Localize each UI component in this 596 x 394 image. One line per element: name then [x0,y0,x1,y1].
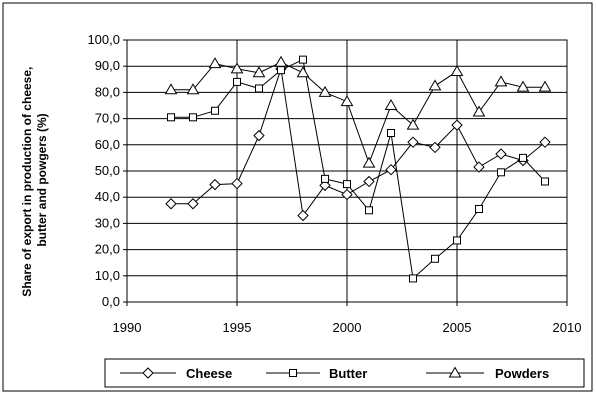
y-axis-title-line-1: Share of export in production of cheese, [20,67,34,297]
legend-label-cheese: Cheese [186,366,232,381]
data-point-butter [211,106,219,115]
y-tick-label: 10,0 [95,268,120,283]
data-point-butter [343,180,351,189]
legend-box [104,358,585,388]
data-point-butter [255,84,263,93]
data-point-cheese [187,198,199,210]
data-point-butter [167,113,175,122]
legend-label-powders: Powders [495,366,549,381]
series-group [164,55,552,283]
y-tick-label: 60,0 [95,137,120,152]
data-point-butter [299,55,307,64]
y-tick-label: 100,0 [87,32,120,47]
data-point-butter [431,254,439,263]
x-tick-label: 2010 [553,320,582,335]
data-point-powders [406,118,420,130]
data-point-butter [387,129,395,138]
data-point-butter [233,77,241,86]
data-point-cheese [319,179,331,192]
data-point-cheese [165,198,177,210]
data-point-powders [538,80,552,92]
data-point-butter [365,206,373,215]
series-powders [164,55,552,168]
x-tick-label: 1995 [223,320,252,335]
data-point-butter [321,174,329,183]
data-point-butter [519,153,527,162]
legend: Cheese Butter Powders [104,358,585,388]
series-line-butter [171,58,546,280]
x-tick-label: 1990 [113,320,142,335]
series-line-powders [171,61,545,165]
data-point-butter [541,177,549,186]
data-point-powders [384,99,398,110]
data-point-butter [497,168,505,177]
series-butter [167,55,549,283]
axes: 0,0 10,0 20,0 30,0 40,0 50,0 60,0 70,0 80,0 90,0 1… [87,32,581,335]
y-tick-label: 20,0 [95,242,120,257]
data-point-powders [208,57,222,69]
data-point-cheese [495,148,507,160]
legend-marker-cheese [142,367,154,379]
data-point-powders [340,95,354,107]
data-point-powders [296,66,310,78]
data-point-cheese [429,141,441,154]
y-axis-title: Share of export in production of cheese,… [20,63,49,296]
data-point-powders [164,83,178,95]
plot-area-frame [126,39,568,303]
y-tick-label: 50,0 [95,163,120,178]
data-point-butter [189,113,197,122]
data-point-powders [494,75,508,87]
data-point-cheese [407,136,419,148]
data-point-cheese [297,209,309,222]
data-point-powders [428,79,442,91]
x-tick-label: 2000 [333,320,362,335]
data-point-cheese [451,119,463,131]
y-tick-label: 30,0 [95,215,120,230]
data-point-powders [252,66,266,78]
y-tick-label: 0,0 [102,294,120,309]
data-point-butter [475,204,483,213]
data-point-cheese [473,161,485,173]
data-point-powders [472,105,486,117]
legend-marker-butter [289,369,297,377]
y-tick-label: 90,0 [95,58,120,73]
data-point-powders [450,64,464,76]
legend-marker-powders [448,366,462,378]
data-point-cheese [539,136,551,148]
data-point-cheese [363,175,375,188]
data-point-cheese [231,177,243,190]
data-point-butter [409,274,417,283]
data-point-butter [277,66,285,75]
data-point-butter [453,236,461,245]
y-axis-title-line-2: butter and powgers (%) [35,113,49,246]
x-tick-label: 2005 [443,320,472,335]
data-point-powders [516,80,530,92]
data-point-cheese [385,163,397,176]
data-point-powders [318,85,332,97]
data-point-powders [362,156,376,168]
legend-label-butter: Butter [329,366,367,381]
data-point-powders [230,62,244,74]
data-point-cheese [209,178,221,191]
data-point-powders [186,83,200,95]
y-tick-label: 40,0 [95,189,120,204]
data-point-cheese [253,129,265,142]
y-tick-label: 80,0 [95,84,120,99]
data-point-cheese [341,188,353,201]
y-tick-label: 70,0 [95,111,120,126]
data-point-powders [274,55,288,67]
